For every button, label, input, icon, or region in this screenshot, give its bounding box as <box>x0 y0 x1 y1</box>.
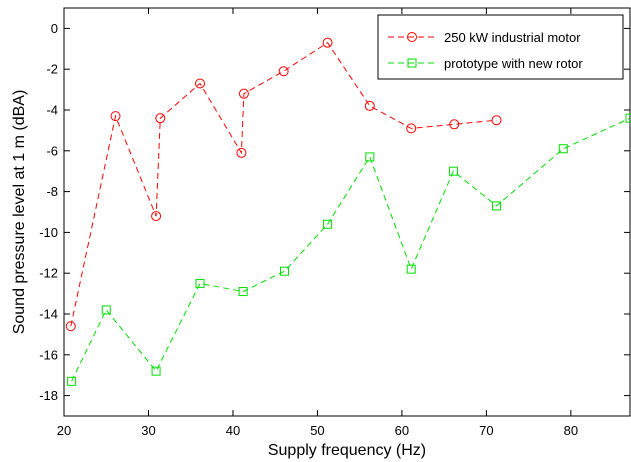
y-tick-label: -18 <box>39 388 58 403</box>
data-point <box>365 152 375 162</box>
data-point <box>151 211 162 222</box>
data-point <box>238 88 249 99</box>
data-point <box>236 147 247 158</box>
series-layer <box>65 37 631 386</box>
y-tick-label: 0 <box>51 21 58 36</box>
y-tick-label: -2 <box>46 62 58 77</box>
x-tick-label: 50 <box>310 423 324 438</box>
legend: 250 kW industrial motor prototype with n… <box>377 14 624 80</box>
legend-label-series-1: prototype with new rotor <box>444 56 583 71</box>
x-axis-label: Supply frequency (Hz) <box>268 442 426 459</box>
data-point <box>155 113 166 124</box>
data-point <box>279 266 289 276</box>
data-point <box>558 144 568 154</box>
data-point <box>65 321 76 332</box>
legend-marker-0 <box>407 32 417 42</box>
x-tick-label: 40 <box>226 423 240 438</box>
x-tick-label: 70 <box>479 423 493 438</box>
data-point <box>449 119 460 130</box>
legend-marker-1 <box>407 58 417 68</box>
series-0 <box>65 37 502 332</box>
series-line-0 <box>70 42 497 327</box>
data-point <box>448 166 458 176</box>
y-axis-label: Sound pressure level at 1 m (dBA) <box>11 90 28 335</box>
data-point <box>101 305 111 315</box>
data-point <box>195 78 206 89</box>
y-tick-label: -10 <box>39 225 58 240</box>
x-tick-label: 80 <box>564 423 578 438</box>
y-tick-label: -14 <box>39 307 58 322</box>
data-point <box>322 37 333 48</box>
series-1 <box>67 113 631 386</box>
y-tick-label: -6 <box>46 143 58 158</box>
data-point <box>238 287 248 297</box>
data-point <box>364 100 375 111</box>
data-point <box>110 111 121 122</box>
data-point <box>491 115 502 126</box>
data-point <box>492 201 502 211</box>
data-point <box>278 66 289 77</box>
x-tick-label: 30 <box>141 423 155 438</box>
data-point <box>195 278 205 288</box>
y-tick-label: -4 <box>46 103 58 118</box>
data-point <box>323 219 333 229</box>
data-point <box>406 123 417 134</box>
y-tick-label: -8 <box>46 184 58 199</box>
legend-label-series-0: 250 kW industrial motor <box>444 30 581 45</box>
x-tick-label: 20 <box>57 423 71 438</box>
axis-ticks: 20 30 40 50 60 70 80 0 -2 -4 -6 -8 -10 -12 -14 -16 -18 <box>39 8 630 438</box>
x-tick-label: 60 <box>395 423 409 438</box>
series-line-1 <box>71 117 631 382</box>
y-tick-label: -12 <box>39 266 58 281</box>
data-point <box>151 366 161 376</box>
data-point <box>67 376 77 386</box>
data-point <box>625 113 631 123</box>
legend-box <box>377 14 624 80</box>
data-point <box>406 264 416 274</box>
y-tick-label: -16 <box>39 347 58 362</box>
